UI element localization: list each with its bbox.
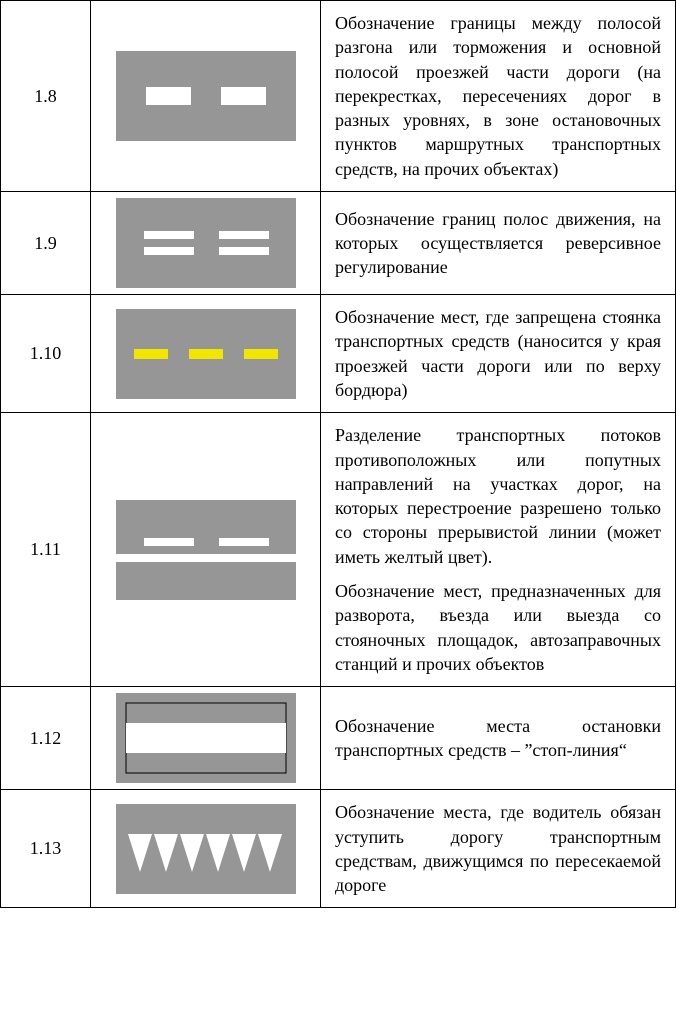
marking-description: Разделение транспортных потоков противоп… xyxy=(321,413,676,687)
marking-number: 1.8 xyxy=(1,1,91,192)
marking-desc-para2: Обозначение мест, предназначенных для ра… xyxy=(335,579,661,676)
table-row: 1.10 Обозначение мест, где запрещена сто… xyxy=(1,295,676,413)
table-row: 1.9 Обозначение границ полос движения, н… xyxy=(1,192,676,295)
marking-description: Обозначение места, где водитель обязан у… xyxy=(321,790,676,908)
marking-image xyxy=(91,413,321,687)
marking-1-9-svg xyxy=(116,198,296,288)
marking-1-13-svg xyxy=(116,804,296,894)
marking-number: 1.11 xyxy=(1,413,91,687)
marking-1-11-svg xyxy=(116,500,296,600)
road-markings-table: 1.8 Обозначение границы между полосой ра… xyxy=(0,0,676,908)
marking-image xyxy=(91,1,321,192)
marking-image xyxy=(91,790,321,908)
table-row: 1.13 Обозначение места, где водитель обя… xyxy=(1,790,676,908)
marking-description: Обозначение границы между полосой разгон… xyxy=(321,1,676,192)
marking-description: Обозначение места остановки транспортных… xyxy=(321,687,676,790)
marking-1-8-svg xyxy=(116,51,296,141)
marking-description: Обозначение мест, где запрещена стоянка … xyxy=(321,295,676,413)
marking-description: Обозначение границ полос движения, на ко… xyxy=(321,192,676,295)
table-row: 1.8 Обозначение границы между полосой ра… xyxy=(1,1,676,192)
marking-1-10-svg xyxy=(116,309,296,399)
marking-number: 1.13 xyxy=(1,790,91,908)
table-row: 1.12 Обозначение места остановки транспо… xyxy=(1,687,676,790)
marking-image xyxy=(91,295,321,413)
marking-image xyxy=(91,192,321,295)
marking-number: 1.10 xyxy=(1,295,91,413)
marking-number: 1.12 xyxy=(1,687,91,790)
marking-image xyxy=(91,687,321,790)
marking-1-12-svg xyxy=(116,693,296,783)
marking-desc-para1: Разделение транспортных потоков противоп… xyxy=(335,423,661,569)
table-row: 1.11 Разделение транспортных потоков про… xyxy=(1,413,676,687)
marking-number: 1.9 xyxy=(1,192,91,295)
